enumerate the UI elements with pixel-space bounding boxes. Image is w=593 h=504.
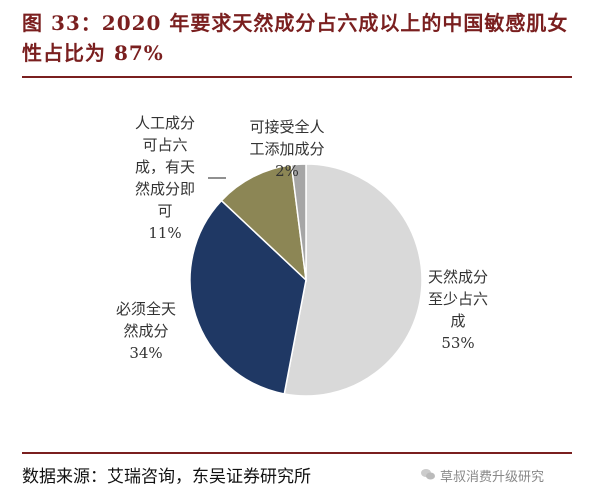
pie-chart-svg — [189, 163, 423, 397]
chart-title: 图 33：2020 年要求天然成分占六成以上的中国敏感肌女性占比为 87% — [22, 11, 569, 65]
pie-slice-1 — [189, 199, 307, 395]
pie-slice-3 — [290, 163, 307, 281]
label-natural: 天然成分 至少占六 成 53% — [427, 268, 488, 352]
title-divider — [22, 76, 572, 78]
pie-slice-2 — [220, 164, 308, 282]
label-all-natural: 必须全天 然成分 34% — [115, 300, 176, 362]
wechat-icon — [421, 469, 435, 480]
label-all-artificial: 可接受全人 工添加成分 2% — [249, 118, 325, 180]
pie-chart: 人工成分 可占六 成，有天 然成分即 可 11% 可接受全人 工添加成分 2% … — [0, 80, 593, 450]
watermark: 草叔消费升级研究 — [440, 470, 545, 485]
pie-slice-0 — [283, 163, 423, 397]
label-artificial: 人工成分 可占六 成，有天 然成分即 可 11% — [134, 114, 195, 242]
footer-divider — [22, 452, 572, 454]
source-note: 数据来源：艾瑞咨询，东吴证券研究所 — [22, 467, 311, 487]
